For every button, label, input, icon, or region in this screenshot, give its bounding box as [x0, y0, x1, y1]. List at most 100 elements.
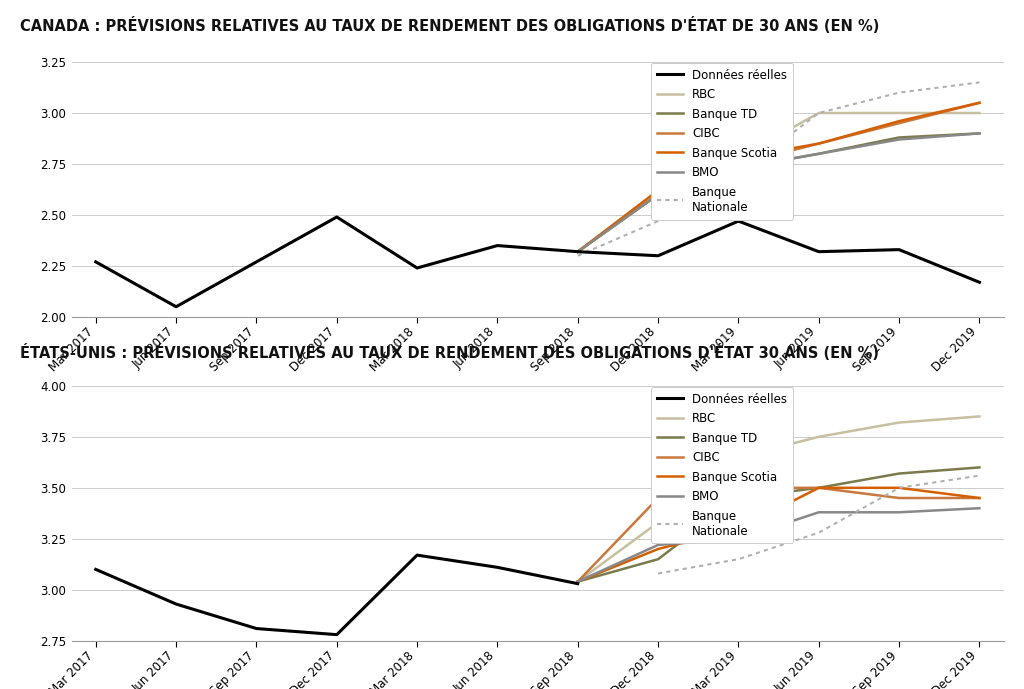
- RBC: [652, 518, 665, 526]
- Données réelles: [90, 258, 102, 266]
- BMO: [893, 135, 905, 143]
- BMO: [973, 130, 985, 138]
- Données réelles: [170, 302, 182, 311]
- Banque Scotia: [732, 524, 744, 533]
- Banque TD: [732, 494, 744, 502]
- BMO: [813, 508, 825, 517]
- Données réelles: [411, 264, 423, 272]
- Banque TD: [813, 150, 825, 158]
- RBC: [571, 577, 584, 586]
- Banque
Nationale: [813, 109, 825, 117]
- Line: BMO: BMO: [578, 508, 979, 582]
- Données réelles: [250, 258, 262, 266]
- CIBC: [732, 160, 744, 168]
- CIBC: [973, 494, 985, 502]
- Text: CANADA : PRÉVISIONS RELATIVES AU TAUX DE RENDEMENT DES OBLIGATIONS D'ÉTAT DE 30 : CANADA : PRÉVISIONS RELATIVES AU TAUX DE…: [20, 17, 880, 34]
- Banque Scotia: [973, 494, 985, 502]
- RBC: [813, 109, 825, 117]
- Banque Scotia: [813, 484, 825, 492]
- Banque TD: [571, 577, 584, 586]
- Banque
Nationale: [893, 88, 905, 96]
- RBC: [893, 418, 905, 426]
- Données réelles: [893, 245, 905, 254]
- Line: Banque Scotia: Banque Scotia: [578, 103, 979, 251]
- BMO: [813, 150, 825, 158]
- RBC: [813, 433, 825, 441]
- Banque TD: [973, 130, 985, 138]
- Banque TD: [652, 190, 665, 198]
- Données réelles: [973, 278, 985, 287]
- Données réelles: [411, 551, 423, 559]
- CIBC: [813, 484, 825, 492]
- Données réelles: [492, 241, 504, 249]
- Données réelles: [331, 630, 343, 639]
- BMO: [893, 508, 905, 517]
- BMO: [732, 535, 744, 543]
- Banque TD: [571, 247, 584, 256]
- Line: RBC: RBC: [578, 416, 979, 582]
- Données réelles: [170, 600, 182, 608]
- Banque
Nationale: [732, 170, 744, 178]
- Banque Scotia: [571, 577, 584, 586]
- Line: RBC: RBC: [578, 113, 979, 251]
- Banque
Nationale: [893, 484, 905, 492]
- Banque TD: [893, 469, 905, 477]
- BMO: [732, 164, 744, 172]
- RBC: [973, 412, 985, 420]
- Données réelles: [571, 579, 584, 588]
- Banque
Nationale: [973, 79, 985, 87]
- Banque TD: [973, 463, 985, 471]
- Banque Scotia: [893, 117, 905, 125]
- Banque
Nationale: [813, 528, 825, 537]
- BMO: [973, 504, 985, 513]
- CIBC: [652, 190, 665, 198]
- CIBC: [732, 484, 744, 492]
- Données réelles: [250, 624, 262, 633]
- RBC: [571, 247, 584, 256]
- Banque Scotia: [652, 545, 665, 553]
- Banque
Nationale: [732, 555, 744, 564]
- BMO: [652, 541, 665, 549]
- Banque
Nationale: [652, 569, 665, 577]
- Line: Données réelles: Données réelles: [96, 217, 979, 307]
- CIBC: [571, 577, 584, 586]
- Legend: Données réelles, RBC, Banque TD, CIBC, Banque Scotia, BMO, Banque
Nationale: Données réelles, RBC, Banque TD, CIBC, B…: [650, 387, 793, 544]
- Données réelles: [492, 563, 504, 571]
- BMO: [571, 577, 584, 586]
- Line: BMO: BMO: [578, 134, 979, 251]
- Banque Scotia: [893, 484, 905, 492]
- Line: CIBC: CIBC: [578, 488, 979, 582]
- Banque TD: [732, 164, 744, 172]
- Line: Banque TD: Banque TD: [578, 134, 979, 251]
- Line: Banque Scotia: Banque Scotia: [578, 488, 979, 582]
- RBC: [732, 453, 744, 462]
- RBC: [893, 109, 905, 117]
- Données réelles: [732, 217, 744, 225]
- RBC: [973, 109, 985, 117]
- BMO: [571, 247, 584, 256]
- CIBC: [973, 99, 985, 107]
- Line: Banque
Nationale: Banque Nationale: [578, 83, 979, 256]
- Données réelles: [571, 247, 584, 256]
- Banque Scotia: [732, 154, 744, 162]
- Données réelles: [652, 251, 665, 260]
- BMO: [652, 190, 665, 198]
- CIBC: [893, 119, 905, 127]
- Line: Banque
Nationale: Banque Nationale: [658, 475, 979, 573]
- CIBC: [893, 494, 905, 502]
- Banque TD: [813, 484, 825, 492]
- Line: Données réelles: Données réelles: [96, 555, 578, 635]
- Banque
Nationale: [652, 217, 665, 225]
- Banque TD: [652, 555, 665, 564]
- Banque Scotia: [652, 186, 665, 194]
- Legend: Données réelles, RBC, Banque TD, CIBC, Banque Scotia, BMO, Banque
Nationale: Données réelles, RBC, Banque TD, CIBC, B…: [650, 63, 793, 220]
- Données réelles: [331, 213, 343, 221]
- CIBC: [571, 247, 584, 256]
- Banque Scotia: [973, 99, 985, 107]
- RBC: [732, 154, 744, 162]
- RBC: [652, 186, 665, 194]
- Banque Scotia: [571, 247, 584, 256]
- Données réelles: [90, 565, 102, 573]
- Banque TD: [893, 134, 905, 142]
- Banque Scotia: [813, 139, 825, 147]
